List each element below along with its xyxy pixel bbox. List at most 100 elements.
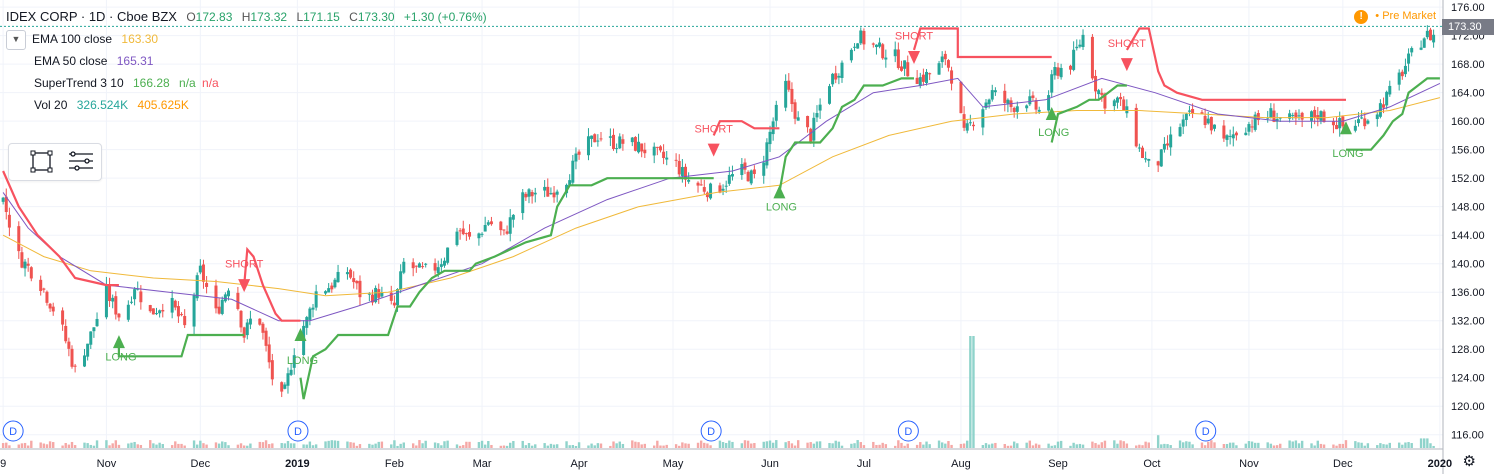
volume-bar bbox=[242, 445, 246, 448]
volume-bar bbox=[746, 440, 750, 448]
volume-bar bbox=[1059, 440, 1063, 448]
volume-bar bbox=[1178, 440, 1182, 448]
volume-bar bbox=[221, 441, 224, 448]
grid bbox=[0, 0, 1443, 449]
volume-bar bbox=[505, 445, 509, 448]
volume-bar bbox=[1069, 445, 1072, 448]
candle bbox=[546, 178, 550, 197]
candle-body bbox=[380, 292, 384, 297]
candle bbox=[83, 348, 87, 368]
volume-bar bbox=[922, 444, 925, 448]
candle bbox=[311, 303, 315, 318]
candle-body bbox=[702, 187, 706, 192]
candle bbox=[612, 128, 616, 151]
candle-body bbox=[1006, 99, 1010, 104]
candle bbox=[355, 280, 359, 290]
volume-bar bbox=[502, 445, 506, 448]
volume-bar bbox=[1300, 440, 1304, 448]
candle bbox=[1, 196, 5, 205]
dividend-marker bbox=[700, 420, 722, 442]
volume-bar bbox=[161, 444, 164, 448]
volume-bar bbox=[1016, 443, 1019, 448]
volume-bar bbox=[227, 445, 230, 448]
candle-body bbox=[446, 247, 450, 263]
candle-body bbox=[787, 80, 791, 90]
candle-body bbox=[665, 157, 669, 160]
volume-bar bbox=[850, 443, 853, 448]
volume-bar bbox=[117, 444, 121, 448]
candle bbox=[1403, 58, 1407, 78]
volume-bar bbox=[1207, 441, 1210, 448]
volume-bar bbox=[981, 445, 985, 448]
candle bbox=[292, 348, 296, 375]
candle-body bbox=[258, 318, 262, 325]
volume-bar bbox=[192, 440, 196, 448]
candle-body bbox=[389, 292, 393, 301]
premarket-indicator[interactable]: ! • Pre Market bbox=[1354, 10, 1436, 24]
candle-body bbox=[521, 192, 525, 214]
candle bbox=[893, 41, 897, 63]
volume-bar bbox=[881, 442, 884, 448]
candle bbox=[752, 165, 756, 179]
volume-bar bbox=[158, 442, 161, 448]
supertrend-row[interactable]: SuperTrend 3 10 166.28 n/a n/a bbox=[6, 72, 499, 94]
candle-body bbox=[417, 263, 421, 268]
candle-body bbox=[439, 264, 443, 267]
volume-bar bbox=[17, 444, 20, 448]
settings-lines-icon[interactable] bbox=[69, 151, 93, 171]
candle bbox=[480, 232, 484, 238]
candle-body bbox=[837, 75, 841, 78]
candle bbox=[1090, 34, 1094, 81]
candle bbox=[527, 188, 531, 204]
volume-bar bbox=[83, 442, 86, 448]
candle bbox=[1006, 98, 1010, 113]
candle bbox=[1331, 117, 1335, 134]
volume-bar bbox=[333, 440, 337, 448]
x-tick-label: Sep bbox=[1048, 458, 1068, 470]
volume-bar bbox=[249, 443, 252, 448]
volume-bar bbox=[718, 440, 722, 448]
volume-bar bbox=[1360, 442, 1363, 448]
candle-body bbox=[464, 233, 468, 235]
volume-bar bbox=[418, 440, 421, 448]
volume-bar bbox=[787, 441, 790, 448]
candle-body bbox=[1031, 95, 1035, 98]
volume-row[interactable]: Vol 20 326.524K 405.625K bbox=[6, 94, 499, 116]
volume-bar bbox=[546, 445, 549, 448]
volume-bar bbox=[878, 444, 881, 448]
candle bbox=[943, 50, 947, 66]
dividend-label: D bbox=[294, 426, 302, 438]
y-tick-label: 120.00 bbox=[1451, 401, 1485, 413]
ema100-row[interactable]: ▼ EMA 100 close 163.30 bbox=[6, 28, 499, 50]
candle bbox=[981, 107, 985, 136]
candle-body bbox=[1385, 91, 1389, 106]
candle-body bbox=[793, 102, 797, 119]
volume-bar bbox=[750, 443, 753, 448]
volume-bar bbox=[1335, 445, 1338, 448]
candle bbox=[1147, 158, 1151, 168]
candle-body bbox=[39, 279, 43, 292]
candle bbox=[1162, 137, 1166, 153]
candle-body bbox=[355, 280, 359, 284]
ema50-row[interactable]: EMA 50 close 165.31 bbox=[6, 50, 499, 72]
collapse-legend-button[interactable]: ▼ bbox=[6, 29, 26, 50]
candle bbox=[214, 279, 218, 314]
candle-body bbox=[161, 309, 165, 312]
rectangle-tool-icon[interactable] bbox=[30, 150, 53, 173]
candle bbox=[1382, 97, 1386, 114]
volume-bar bbox=[483, 444, 487, 448]
volume-bar bbox=[900, 442, 903, 448]
gear-icon[interactable]: ⚙ bbox=[1462, 453, 1476, 470]
volume-bar bbox=[1313, 445, 1316, 448]
candle bbox=[201, 259, 205, 289]
candle-body bbox=[658, 146, 662, 151]
candle bbox=[461, 220, 465, 236]
candle-body bbox=[1425, 30, 1429, 38]
volume-bar bbox=[1297, 443, 1301, 448]
symbol-title[interactable]: IDEX CORP · 1D · Cboe BZX bbox=[6, 9, 177, 24]
volume-bar bbox=[634, 441, 637, 448]
volume-bar bbox=[530, 445, 534, 448]
x-tick-label: Nov bbox=[1239, 458, 1259, 470]
candle-body bbox=[1319, 111, 1323, 121]
